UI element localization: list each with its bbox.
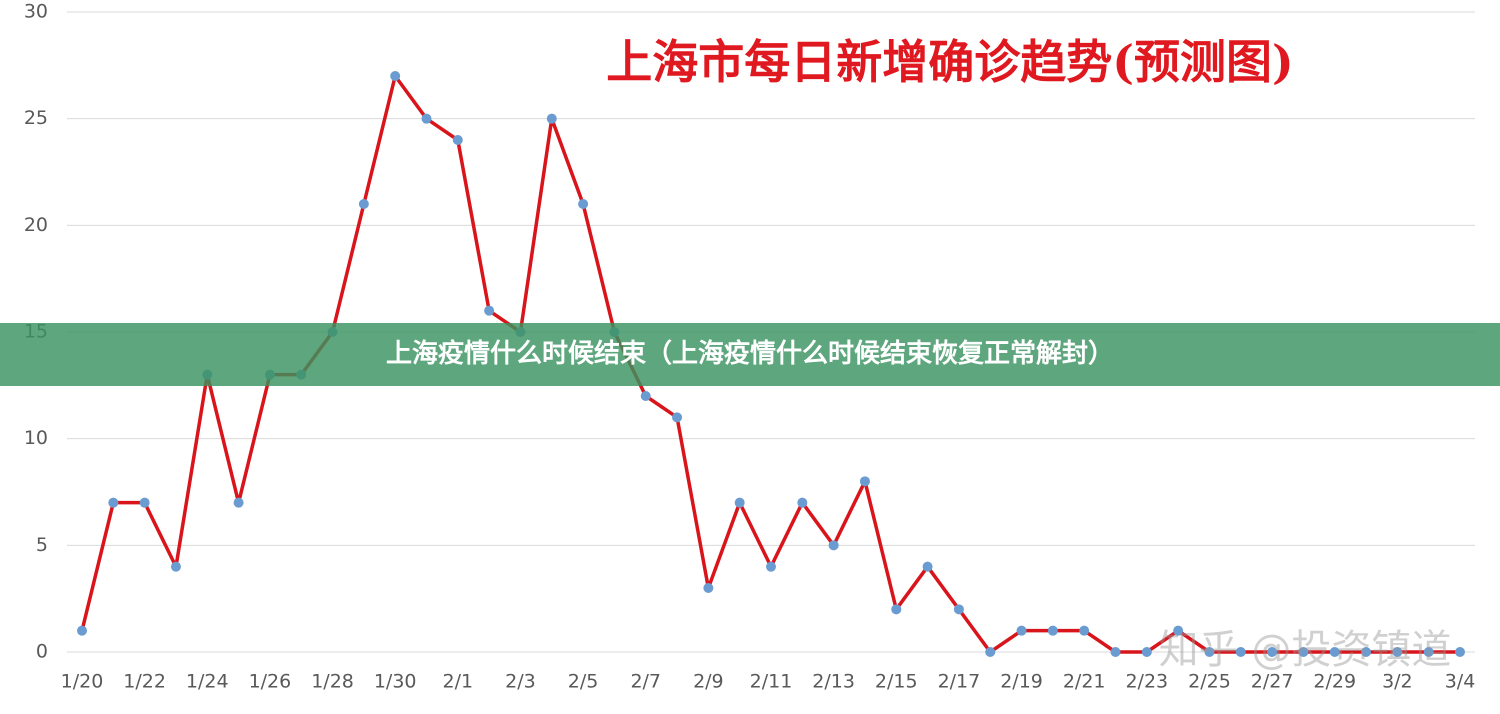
data-point xyxy=(421,113,432,124)
x-tick-label: 2/9 xyxy=(693,671,724,693)
x-tick-label: 2/13 xyxy=(812,671,855,693)
banner: 上海疫情什么时候结束（上海疫情什么时候结束恢复正常解封） xyxy=(0,323,1500,386)
data-point xyxy=(1141,647,1152,657)
data-point xyxy=(1423,647,1434,657)
x-tick-label: 2/27 xyxy=(1251,671,1294,693)
data-point xyxy=(139,497,150,508)
data-point xyxy=(859,476,870,487)
data-point xyxy=(1329,647,1340,657)
data-point xyxy=(797,497,808,508)
x-tick-label: 1/26 xyxy=(249,671,292,693)
data-point xyxy=(1173,625,1184,636)
data-point xyxy=(1110,647,1121,657)
data-point xyxy=(1235,647,1246,657)
x-tick-label: 2/15 xyxy=(875,671,918,693)
data-point xyxy=(985,647,996,657)
data-point xyxy=(1079,625,1090,636)
data-point xyxy=(390,71,401,81)
data-point xyxy=(484,305,495,316)
data-point xyxy=(578,199,589,209)
x-tick-label: 1/22 xyxy=(123,671,166,693)
y-tick-label: 0 xyxy=(36,641,48,663)
data-point xyxy=(452,135,463,145)
x-tick-label: 1/30 xyxy=(374,671,417,693)
data-point xyxy=(640,391,651,401)
chart-title: 上海市每日新增确诊趋势(预测图) xyxy=(606,35,1294,89)
data-point xyxy=(828,540,839,551)
x-tick-label: 2/25 xyxy=(1188,671,1231,693)
data-point xyxy=(170,561,181,572)
data-point xyxy=(1392,647,1403,657)
data-point xyxy=(922,561,933,572)
x-tick-label: 2/29 xyxy=(1313,671,1356,693)
x-tick-label: 1/28 xyxy=(311,671,354,693)
x-tick-label: 2/19 xyxy=(1000,671,1043,693)
data-point xyxy=(1455,647,1465,657)
y-tick-label: 5 xyxy=(36,534,48,556)
data-point xyxy=(891,604,902,615)
y-tick-label: 20 xyxy=(24,214,48,236)
data-point xyxy=(77,625,87,636)
x-tick-label: 2/1 xyxy=(443,671,474,693)
data-point xyxy=(1298,647,1309,657)
x-tick-label: 2/3 xyxy=(505,671,536,693)
x-tick-label: 2/5 xyxy=(568,671,599,693)
data-point xyxy=(703,583,714,593)
y-tick-label: 30 xyxy=(24,1,48,23)
data-point xyxy=(358,199,369,209)
data-point xyxy=(1361,647,1372,657)
y-tick-label: 25 xyxy=(24,107,48,129)
x-tick-label: 1/20 xyxy=(61,671,104,693)
data-point xyxy=(546,113,557,124)
data-point xyxy=(672,412,683,423)
x-tick-label: 2/23 xyxy=(1125,671,1168,693)
x-tick-label: 2/17 xyxy=(938,671,981,693)
x-tick-label: 3/2 xyxy=(1382,671,1413,693)
data-point xyxy=(1204,647,1215,657)
data-point xyxy=(766,561,776,572)
data-point xyxy=(734,497,745,508)
x-tick-label: 2/11 xyxy=(750,671,793,693)
data-point xyxy=(108,497,119,508)
data-point xyxy=(233,497,244,508)
data-point xyxy=(1047,625,1058,636)
data-point xyxy=(1267,647,1278,657)
y-tick-label: 10 xyxy=(24,427,48,449)
x-tick-label: 2/7 xyxy=(630,671,661,693)
x-tick-label: 2/21 xyxy=(1063,671,1106,693)
x-tick-label: 1/24 xyxy=(186,671,229,693)
x-tick-label: 3/4 xyxy=(1445,671,1476,693)
data-point xyxy=(953,604,964,615)
data-point xyxy=(1016,625,1027,636)
